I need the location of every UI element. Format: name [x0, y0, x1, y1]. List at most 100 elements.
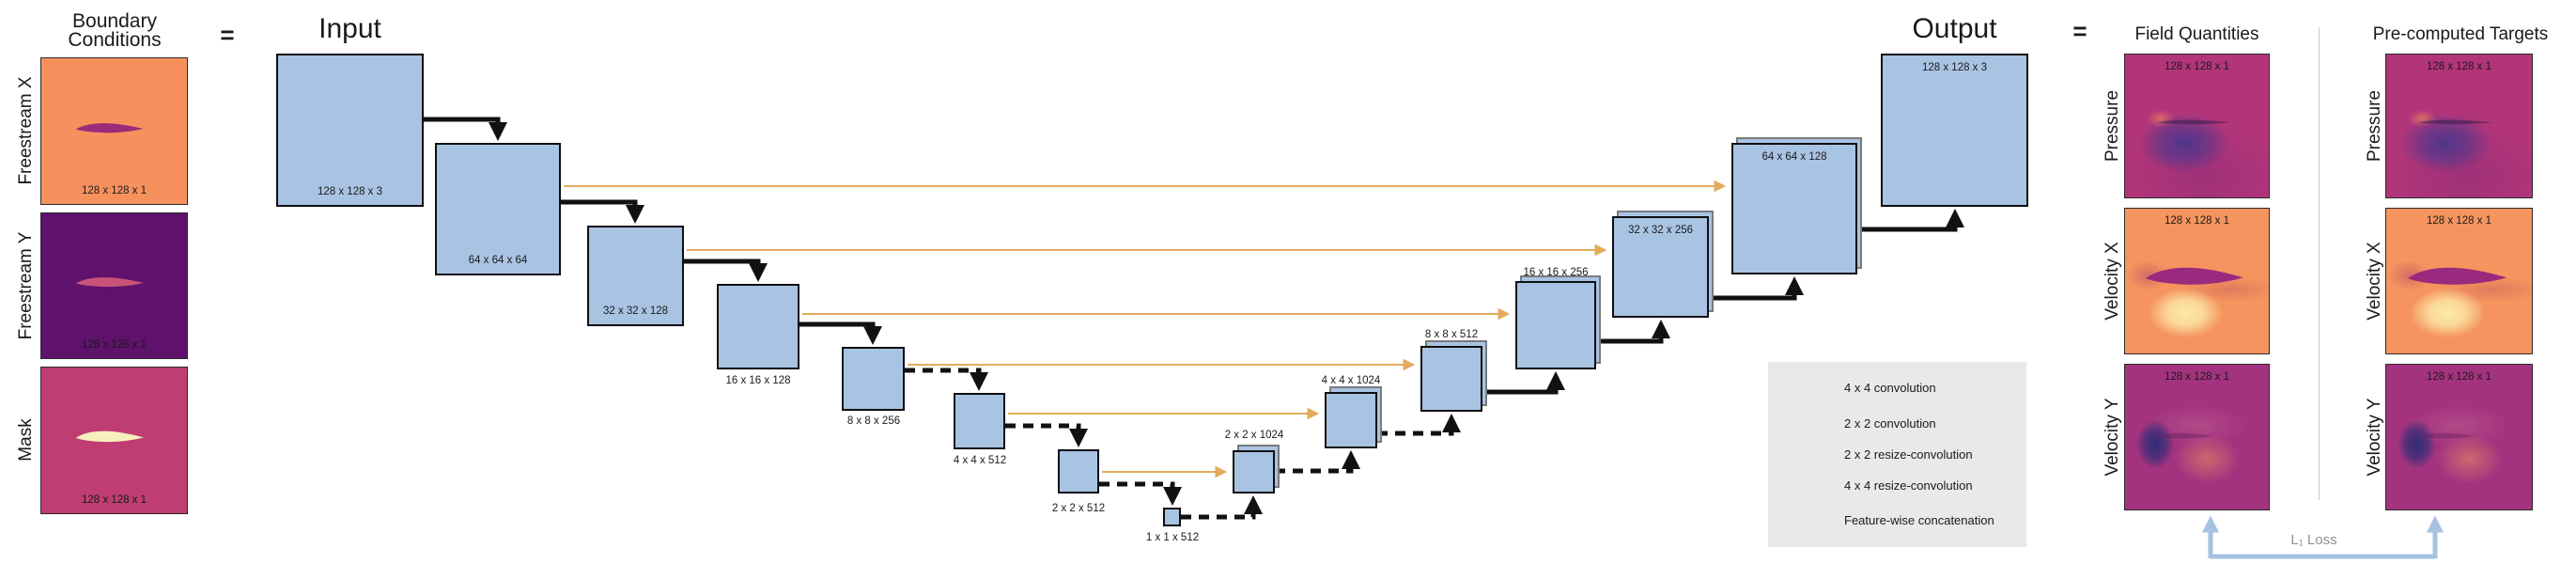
unet-box-enc8 — [842, 347, 905, 411]
unet-box-dec2 — [1233, 450, 1275, 494]
unet-box-enc32: 32 x 32 x 128 — [587, 226, 684, 326]
airfoil-shape — [2407, 267, 2507, 285]
target-velocity-y-label: Velocity Y — [2365, 398, 2384, 477]
box-size-label: 32 x 32 x 128 — [602, 306, 669, 317]
target-pressure-image: 128 x 128 x 1 — [2385, 54, 2533, 198]
box-size-label: 64 x 64 x 128 — [1761, 151, 1827, 163]
resize-arrow-4-8 — [1377, 414, 1461, 436]
conv-4x4-arrows — [424, 117, 882, 345]
equals-sign-left: = — [220, 21, 235, 49]
column-divider — [2319, 27, 2320, 500]
box-size-label: 2 x 2 x 512 — [1051, 503, 1106, 514]
unet-box-enc2 — [1058, 449, 1099, 494]
resize-arrow-8-16 — [1482, 371, 1565, 395]
unet-box-dec16 — [1515, 281, 1596, 369]
image-size-label: 128 x 128 x 1 — [2164, 61, 2230, 72]
field-velocity-y-label: Velocity Y — [2103, 398, 2122, 477]
resize-arrow-64-output — [1857, 209, 1964, 232]
freestream-y-image: 128 x 128 x 1 — [40, 212, 188, 359]
freestream-y-label: Freestream Y — [16, 231, 36, 340]
conv-arrow-16-8 — [799, 321, 882, 345]
image-size-label: 128 x 128 x 1 — [2426, 215, 2492, 227]
image-size-label: 128 x 128 x 1 — [81, 494, 147, 506]
precomputed-targets-title: Pre-computed Targets — [2372, 24, 2549, 44]
legend-item-label: Feature-wise concatenation — [1844, 513, 1994, 527]
airfoil-shape — [75, 277, 144, 288]
unet-box-enc1 — [1163, 508, 1181, 526]
resize-arrow-2-4 — [1275, 450, 1360, 474]
legend-item-label: 4 x 4 resize-convolution — [1844, 478, 1973, 493]
unet-box-input: 128 x 128 x 3 — [276, 54, 424, 207]
concat-connections — [564, 180, 1727, 478]
airfoil-shape — [2415, 432, 2475, 439]
boundary-title-line2: Conditions — [68, 29, 162, 51]
unet-box-enc4 — [954, 393, 1005, 449]
box-size-label: 128 x 128 x 3 — [1921, 62, 1988, 73]
unet-box-dec32: 32 x 32 x 256 — [1612, 216, 1709, 318]
field-velocity-x-image: 128 x 128 x 1 — [2124, 208, 2270, 354]
boundary-conditions-title: Boundary Conditions — [39, 11, 190, 51]
image-size-label: 128 x 128 x 1 — [2426, 61, 2492, 72]
legend-item-label: 2 x 2 convolution — [1844, 416, 1936, 431]
target-velocity-x-label: Velocity X — [2365, 242, 2384, 321]
box-size-label: 8 x 8 x 256 — [846, 415, 901, 427]
l1-loss-label: L₁ Loss — [2290, 532, 2337, 548]
resize-arrow-32-64 — [1709, 276, 1804, 301]
box-size-label: 64 x 64 x 64 — [468, 255, 528, 266]
unet-box-dec64: 64 x 64 x 128 — [1731, 143, 1857, 274]
image-size-label: 128 x 128 x 1 — [81, 185, 147, 196]
resize-conv-4x4-arrows — [1482, 209, 1964, 395]
unet-box-dec8 — [1420, 346, 1482, 412]
unet-box-output: 128 x 128 x 3 — [1881, 54, 2028, 207]
airfoil-shape — [75, 431, 144, 443]
conv-arrow-input-64 — [424, 117, 507, 141]
resize-arrow-16-32 — [1596, 320, 1670, 344]
unet-box-enc16 — [717, 284, 799, 369]
conv-arrow-2-1 — [1099, 481, 1182, 506]
target-velocity-x-image: 128 x 128 x 1 — [2385, 208, 2533, 354]
image-size-label: 128 x 128 x 1 — [2164, 215, 2230, 227]
legend-item-label: 4 x 4 convolution — [1844, 381, 1936, 395]
image-size-label: 128 x 128 x 1 — [2426, 371, 2492, 383]
box-size-label: 128 x 128 x 3 — [317, 186, 383, 197]
mask-label: Mask — [16, 418, 36, 462]
conv-arrow-4-2 — [1005, 423, 1088, 447]
box-size-label: 16 x 16 x 256 — [1523, 267, 1589, 278]
equals-sign-right: = — [2072, 17, 2087, 45]
conv-arrow-8-4 — [905, 368, 988, 391]
image-size-label: 128 x 128 x 1 — [81, 339, 147, 351]
airfoil-shape — [75, 123, 144, 133]
conv-arrow-32-16 — [684, 258, 768, 282]
box-size-label: 8 x 8 x 512 — [1424, 329, 1479, 340]
field-quantities-title: Field Quantities — [2134, 24, 2259, 44]
image-size-label: 128 x 128 x 1 — [2164, 371, 2230, 383]
unet-box-dec4 — [1325, 392, 1377, 448]
freestream-x-image: 128 x 128 x 1 — [40, 57, 188, 205]
resize-arrow-1-2 — [1181, 495, 1263, 520]
airfoil-shape — [2157, 119, 2230, 125]
conv-2x2-arrows — [905, 368, 1182, 506]
airfoil-shape — [2154, 432, 2213, 439]
box-size-label: 2 x 2 x 1024 — [1224, 430, 1284, 441]
conv-arrow-64-32 — [561, 199, 644, 224]
output-title: Output — [1912, 13, 1997, 44]
field-pressure-image: 128 x 128 x 1 — [2124, 54, 2270, 198]
field-velocity-x-label: Velocity X — [2103, 242, 2122, 321]
legend-item-label: 2 x 2 resize-convolution — [1844, 447, 1973, 462]
target-pressure-label: Pressure — [2365, 89, 2384, 163]
box-size-label: 32 x 32 x 256 — [1627, 225, 1694, 236]
airfoil-shape — [2418, 119, 2493, 125]
airfoil-shape — [2146, 267, 2244, 285]
field-pressure-label: Pressure — [2103, 89, 2122, 163]
freestream-x-label: Freestream X — [16, 76, 36, 185]
target-velocity-y-image: 128 x 128 x 1 — [2385, 364, 2533, 510]
box-size-label: 1 x 1 x 512 — [1145, 532, 1200, 543]
unet-box-enc64: 64 x 64 x 64 — [435, 143, 561, 275]
l1-loss-bracket — [2202, 515, 2444, 559]
input-title: Input — [318, 13, 381, 44]
field-velocity-y-image: 128 x 128 x 1 — [2124, 364, 2270, 510]
resize-conv-2x2-arrows — [1181, 414, 1461, 520]
box-size-label: 4 x 4 x 1024 — [1321, 375, 1381, 386]
mask-image: 128 x 128 x 1 — [40, 367, 188, 514]
